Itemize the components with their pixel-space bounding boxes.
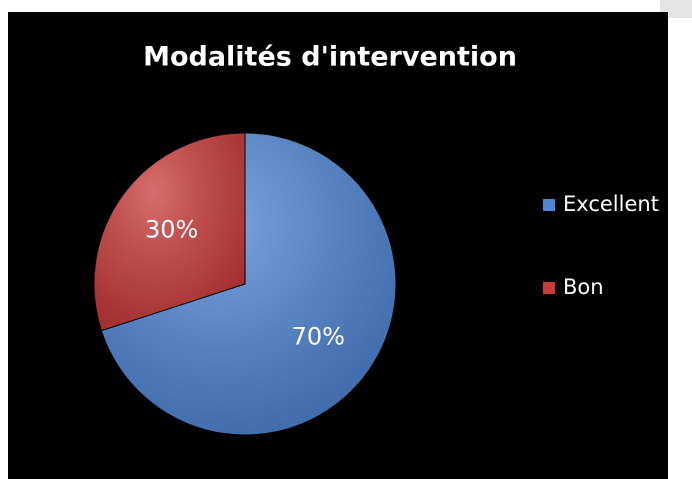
data-label: 30%: [145, 216, 198, 244]
slice-shading: [93, 133, 245, 331]
chart-title: Modalités d'intervention: [143, 42, 517, 73]
legend-label: Bon: [563, 275, 604, 299]
slice-shading: [101, 133, 396, 436]
data-label: 70%: [292, 322, 345, 350]
legend-swatch: [543, 199, 555, 211]
legend-label: Excellent: [563, 192, 659, 216]
legend-swatch: [543, 282, 555, 294]
